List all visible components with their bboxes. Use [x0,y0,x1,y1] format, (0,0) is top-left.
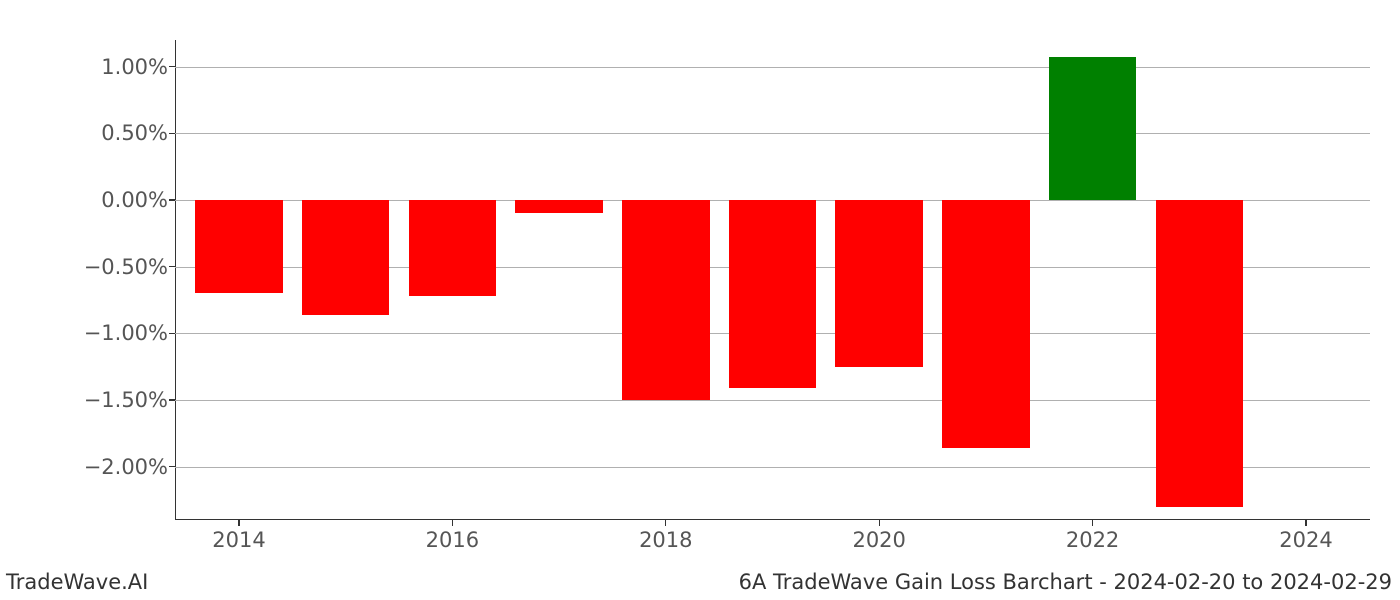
y-tick-label: −2.00% [84,455,168,479]
x-tick-label: 2016 [426,528,479,552]
bar [835,200,922,367]
x-tick-mark [238,520,239,526]
x-tick-mark [1092,520,1093,526]
bar [302,200,389,315]
x-tick-label: 2018 [639,528,692,552]
bar [1156,200,1243,507]
bar [195,200,282,293]
chart-plot-area [175,40,1370,520]
gridline [175,67,1370,68]
gridline [175,133,1370,134]
x-tick-mark [452,520,453,526]
y-tick-mark [169,466,175,467]
bar [622,200,709,400]
y-tick-label: −1.50% [84,388,168,412]
y-tick-mark [169,399,175,400]
x-tick-label: 2014 [212,528,265,552]
x-tick-label: 2022 [1066,528,1119,552]
bar [729,200,816,388]
y-tick-label: 0.00% [101,188,168,212]
footer-brand: TradeWave.AI [6,570,148,594]
footer-caption: 6A TradeWave Gain Loss Barchart - 2024-0… [739,570,1392,594]
y-tick-label: 1.00% [101,55,168,79]
y-tick-label: −0.50% [84,255,168,279]
y-tick-mark [169,133,175,134]
x-tick-mark [665,520,666,526]
x-tick-label: 2020 [852,528,905,552]
y-tick-label: 0.50% [101,121,168,145]
bar [942,200,1029,448]
bar [515,200,602,213]
x-tick-label: 2024 [1279,528,1332,552]
y-tick-mark [169,333,175,334]
x-tick-mark [879,520,880,526]
y-tick-mark [169,199,175,200]
y-tick-mark [169,66,175,67]
y-tick-mark [169,266,175,267]
x-tick-mark [1305,520,1306,526]
bar [1049,57,1136,200]
y-tick-label: −1.00% [84,321,168,345]
bar [409,200,496,296]
